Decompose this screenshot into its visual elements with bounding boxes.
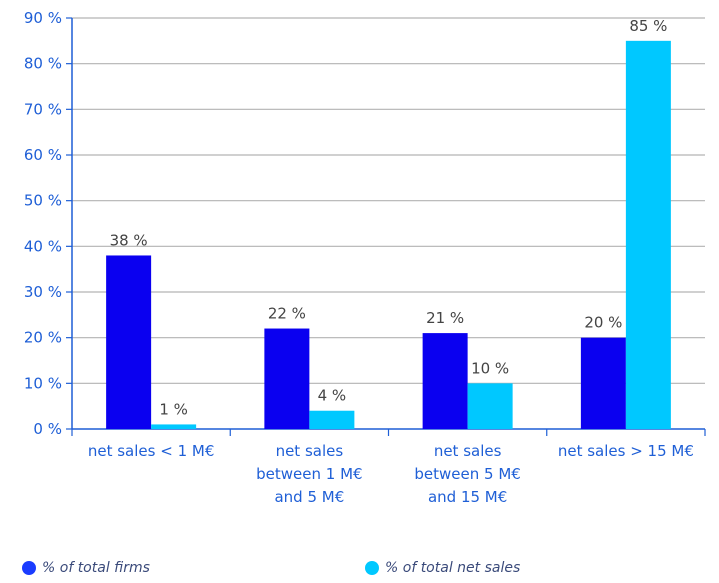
- y-tick-label: 70 %: [24, 100, 62, 118]
- bar-firms: [422, 333, 468, 429]
- x-category-label-line: between 5 M€: [414, 465, 520, 483]
- x-category-label: net sales between 1 M€ and 5 M€: [256, 442, 362, 506]
- x-category-label-line: between 1 M€: [256, 465, 362, 483]
- data-label: 1 %: [159, 400, 188, 418]
- data-label: 20 %: [584, 314, 622, 332]
- data-label: 85 %: [629, 17, 667, 35]
- y-tick-label: 90 %: [24, 9, 62, 27]
- y-tick-label: 80 %: [24, 55, 62, 73]
- x-category-label: net sales > 15 M€: [558, 442, 694, 460]
- x-category-label-line: net sales > 15 M€: [558, 442, 694, 460]
- data-label: 38 %: [110, 231, 148, 249]
- bar-net-sales: [151, 424, 197, 429]
- y-tick-label: 0 %: [33, 420, 62, 438]
- legend-item-firms: % of total firms: [22, 560, 150, 576]
- legend-label-net-sales: % of total net sales: [385, 560, 521, 576]
- y-tick-label: 50 %: [24, 192, 62, 210]
- bar-net-sales: [309, 410, 355, 429]
- x-category-label-line: and 5 M€: [274, 488, 344, 506]
- legend-label-firms: % of total firms: [42, 560, 150, 576]
- x-category-label: net sales between 5 M€ and 15 M€: [414, 442, 520, 506]
- x-category-label: net sales < 1 M€: [88, 442, 215, 460]
- legend-dot-firms-icon: [22, 561, 36, 575]
- y-tick-label: 40 %: [24, 237, 62, 255]
- legend-dot-net-sales-icon: [365, 561, 379, 575]
- data-label: 22 %: [268, 305, 306, 323]
- x-category-label-line: and 15 M€: [428, 488, 507, 506]
- y-tick-label: 10 %: [24, 374, 62, 392]
- data-label: 21 %: [426, 309, 464, 327]
- bar-net-sales: [625, 40, 671, 429]
- legend-item-net-sales: % of total net sales: [365, 560, 520, 576]
- x-category-label-line: net sales < 1 M€: [88, 442, 215, 460]
- bar-chart: 0 % 10 % 20 % 30 % 40 % 50 % 60 % 70 % 80 % 90 % 3…: [24, 9, 706, 506]
- y-tick-label: 30 %: [24, 283, 62, 301]
- bar-firms: [580, 337, 626, 429]
- y-tick-label: 20 %: [24, 329, 62, 347]
- x-category-label-line: net sales: [276, 442, 344, 460]
- bar-firms: [106, 255, 152, 429]
- y-tick-label: 60 %: [24, 146, 62, 164]
- bar-net-sales: [467, 383, 513, 429]
- bar-firms: [264, 328, 310, 429]
- x-category-label-line: net sales: [434, 442, 502, 460]
- data-label: 4 %: [318, 387, 347, 405]
- data-label: 10 %: [471, 359, 509, 377]
